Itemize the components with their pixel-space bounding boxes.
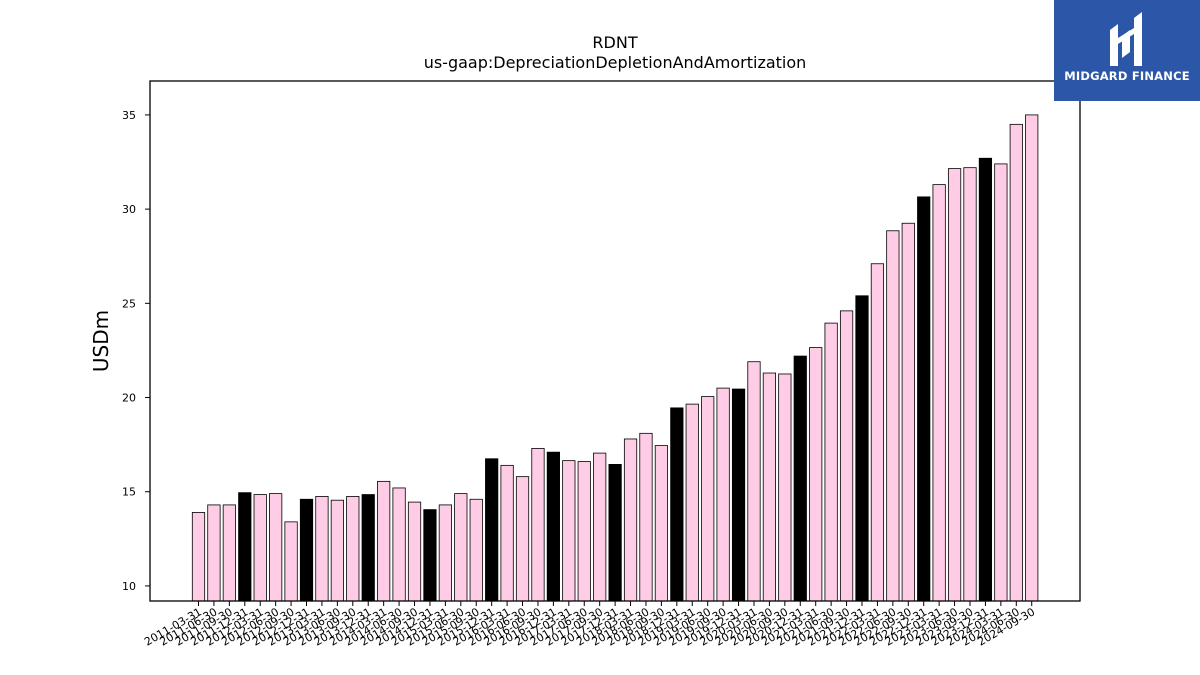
bar-2013-03-31 (315, 496, 329, 602)
bar-2020-12-31 (793, 355, 807, 602)
bar-2015-06-30 (454, 493, 468, 602)
bar-2022-12-31 (917, 196, 931, 602)
chart-subtitle: us-gaap:DepreciationDepletionAndAmortiza… (424, 53, 807, 72)
bar-2024-06-30 (1009, 123, 1023, 602)
bar-2019-06-30 (701, 396, 715, 602)
bar-2019-03-31 (685, 403, 699, 602)
bar-2022-06-30 (886, 230, 900, 602)
midgard-logo-icon (1110, 12, 1142, 66)
bar-2024-03-31 (994, 163, 1008, 602)
bar-2017-06-30 (577, 461, 591, 602)
bar-2021-09-30 (839, 310, 854, 602)
bar-2014-03-31 (377, 480, 391, 602)
bar-2020-03-31 (747, 361, 761, 602)
bar-2020-09-30 (778, 373, 792, 602)
bar-2017-03-31 (562, 460, 576, 602)
bar-2018-06-30 (639, 432, 653, 602)
bar-2015-12-31 (485, 458, 499, 602)
bar-2018-03-31 (623, 438, 638, 602)
y-tick-label: 35 (122, 109, 136, 122)
y-tick-label: 15 (122, 486, 136, 499)
bar-2012-09-30 (284, 521, 298, 602)
bar-2019-12-31 (731, 388, 746, 602)
bar-series (191, 114, 1039, 602)
bar-2012-03-31 (253, 494, 267, 602)
bar-2016-09-30 (531, 447, 545, 602)
logo-text: MIDGARD FINANCE (1064, 69, 1190, 83)
bar-2022-03-31 (870, 263, 885, 602)
bar-2014-06-30 (392, 487, 406, 602)
bar-2024-09-30 (1025, 114, 1039, 602)
bar-2023-03-31 (932, 184, 946, 602)
bar-2014-12-31 (423, 509, 437, 602)
bar-2011-03-31 (191, 512, 206, 602)
bar-2016-06-30 (515, 476, 530, 602)
y-axis-ticks: 10 15 20 25 30 35 (122, 109, 150, 593)
bar-2019-09-30 (716, 387, 730, 602)
bar-2013-12-31 (361, 494, 375, 602)
midgard-finance-logo: MIDGARD FINANCE (1054, 0, 1200, 101)
bar-2021-03-31 (809, 347, 823, 602)
bar-2021-06-30 (824, 322, 838, 602)
bar-2011-12-31 (238, 492, 252, 602)
bar-2013-06-30 (330, 499, 344, 602)
bar-2015-09-30 (469, 498, 483, 602)
bar-2022-09-30 (901, 222, 915, 602)
y-tick-label: 25 (122, 297, 136, 310)
bar-2017-12-31 (608, 464, 622, 602)
bar-2023-12-31 (978, 157, 993, 602)
bar-2023-09-30 (963, 167, 977, 602)
bar-2015-03-31 (438, 504, 452, 602)
bar-2011-09-30 (222, 504, 236, 602)
bar-2020-06-30 (762, 372, 777, 602)
bar-2021-12-31 (855, 295, 869, 602)
bar-2018-09-30 (654, 445, 669, 602)
bar-2011-06-30 (207, 504, 221, 602)
bar-2016-03-31 (500, 464, 514, 602)
y-tick-label: 20 (122, 392, 136, 405)
y-tick-label: 10 (122, 580, 136, 593)
bar-2023-06-30 (947, 168, 962, 602)
y-axis-label: USDm (89, 310, 113, 372)
bar-2018-12-31 (670, 407, 684, 602)
bar-2016-12-31 (546, 451, 560, 602)
plot-frame (149, 80, 1081, 602)
y-tick-label: 30 (122, 203, 136, 216)
bar-2014-09-30 (407, 501, 422, 602)
bar-2013-09-30 (346, 496, 360, 602)
bar-2012-12-31 (299, 498, 314, 602)
bar-2012-06-30 (269, 493, 283, 602)
x-axis-ticks: 2011-03-312011-06-302011-09-302011-12-31… (142, 601, 1037, 649)
bar-2017-09-30 (593, 452, 607, 602)
chart-title: RDNT (592, 33, 637, 52)
